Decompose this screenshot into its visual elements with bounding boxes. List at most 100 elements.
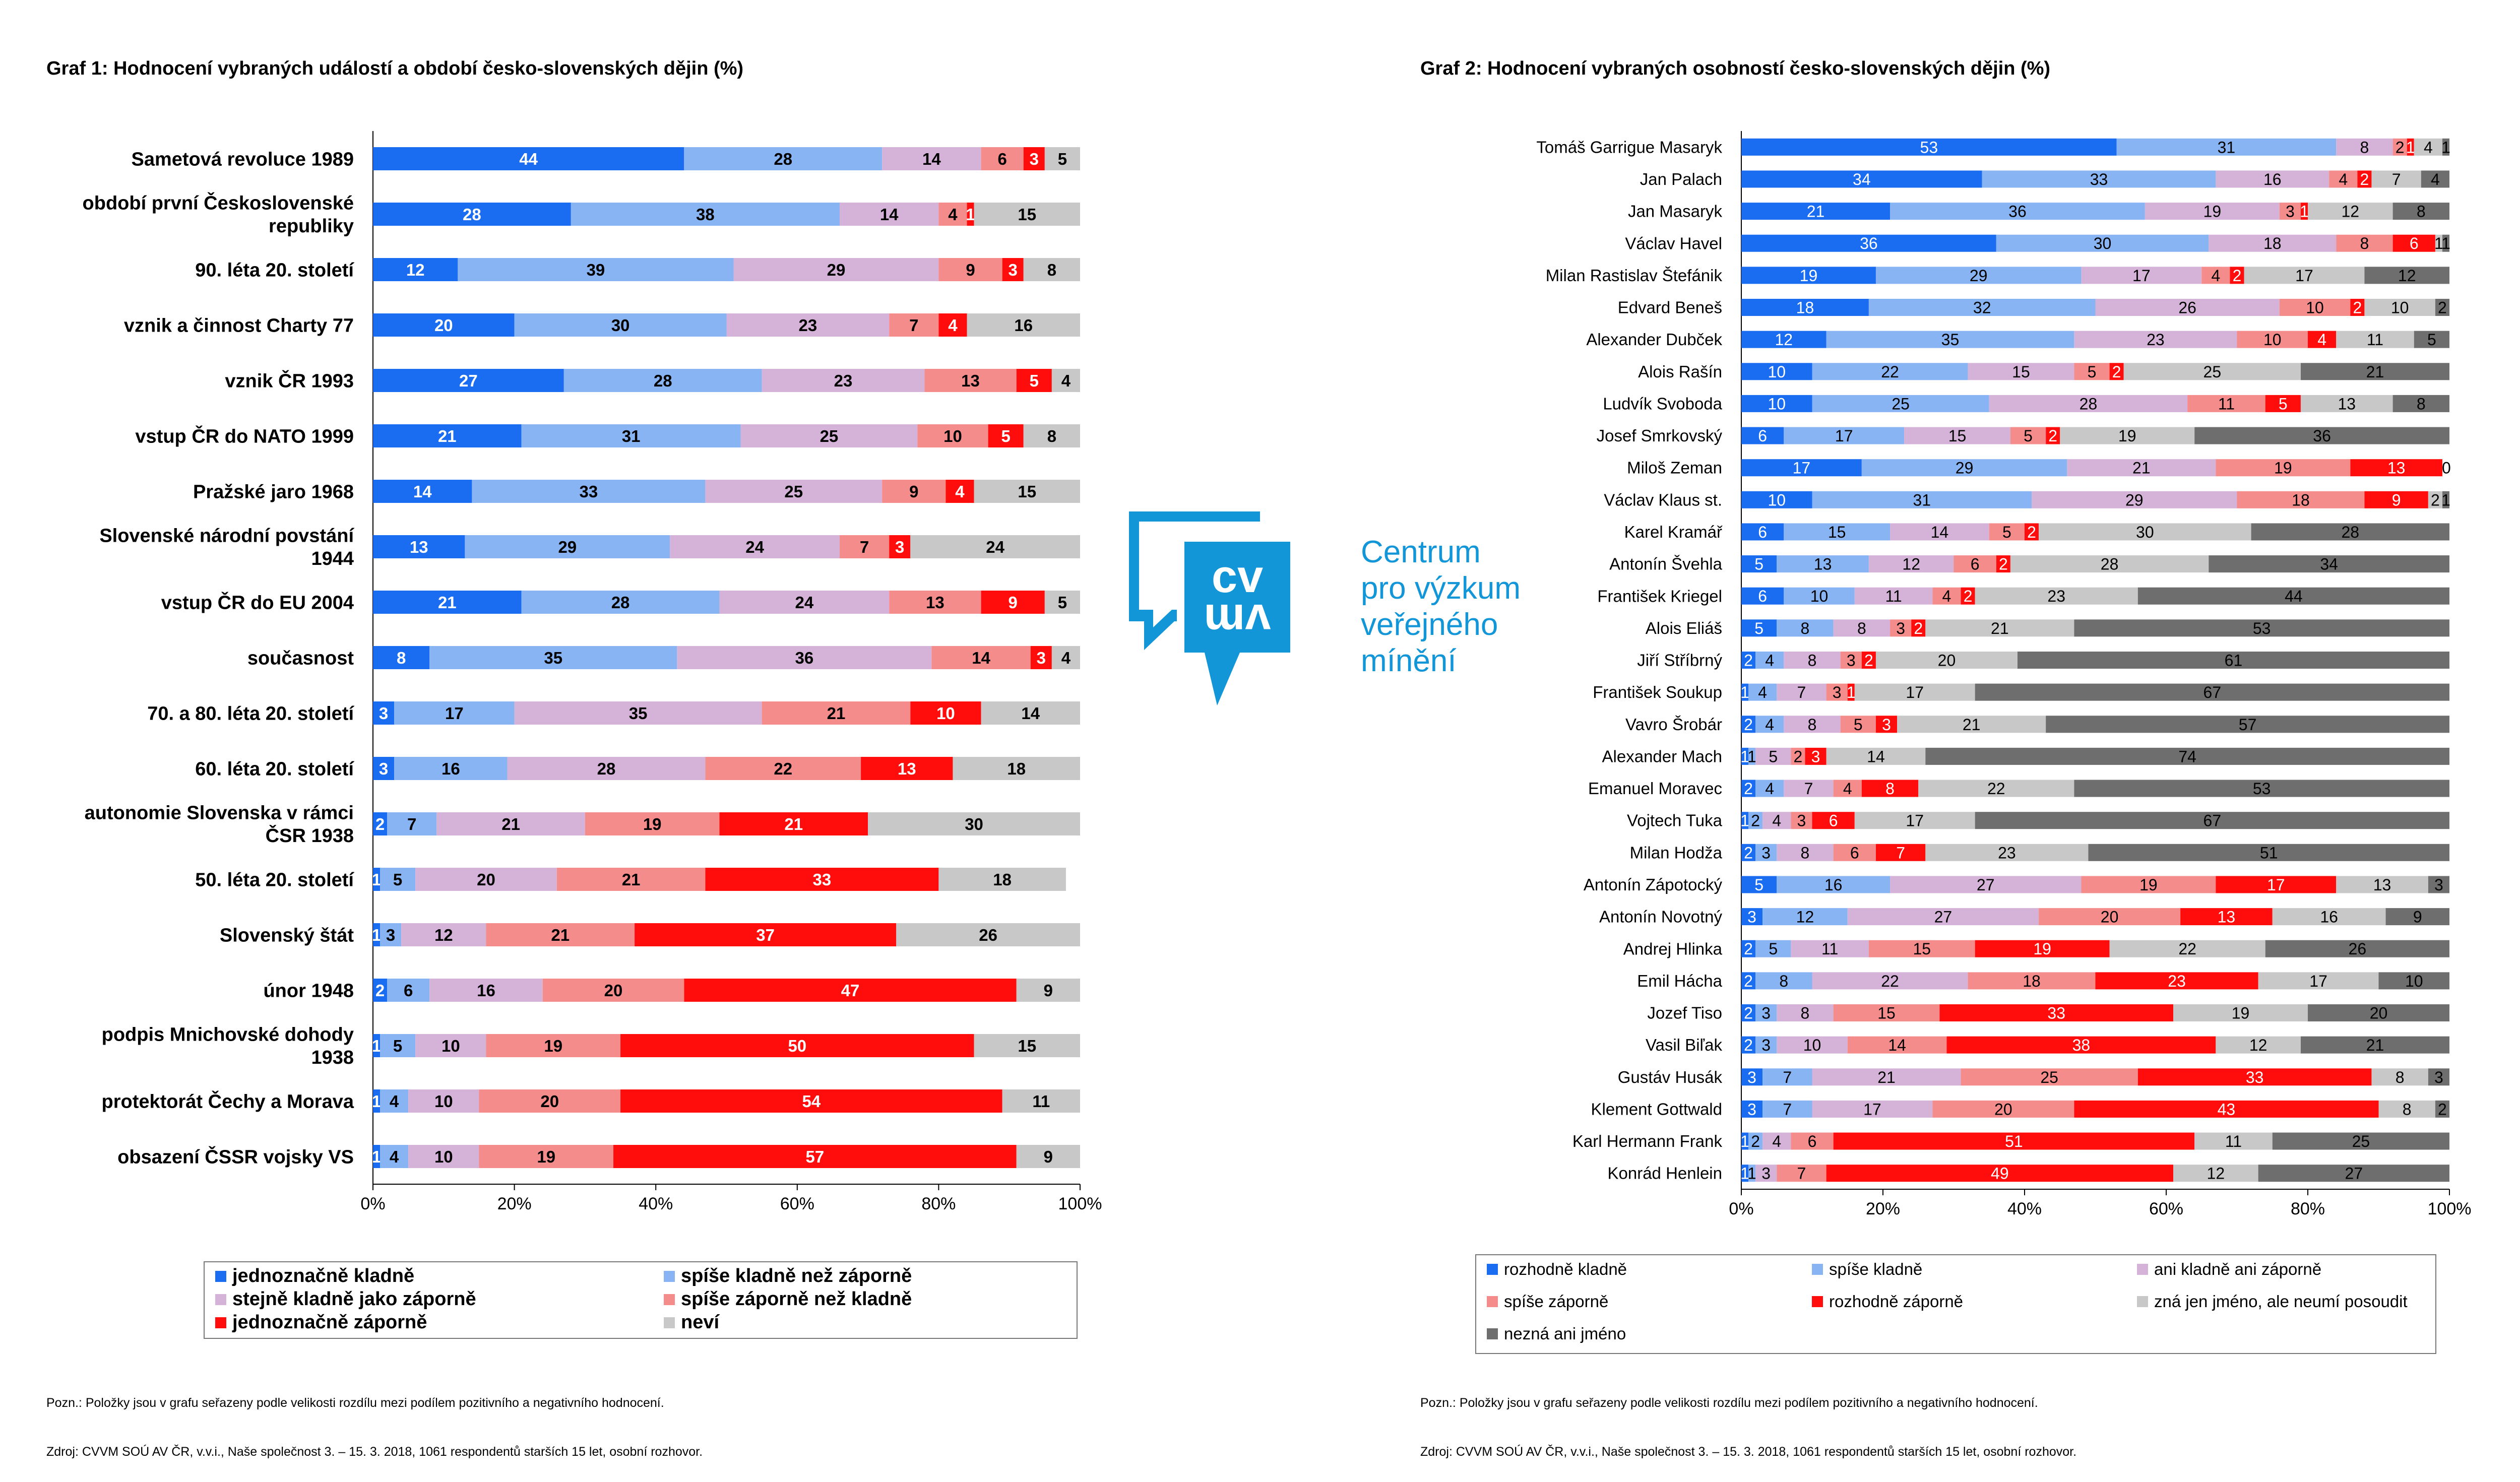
- bar-segment: [408, 1089, 479, 1113]
- data-label: 1: [2434, 234, 2443, 252]
- data-label: 7: [909, 316, 918, 335]
- bar-segment: [938, 203, 967, 226]
- data-label: 6: [1850, 844, 1859, 862]
- bar-segment: [1890, 876, 2082, 893]
- data-label: 2: [2438, 299, 2447, 317]
- category-label: Václav Klaus st.: [1604, 490, 1722, 509]
- data-label: 18: [1796, 299, 1814, 317]
- bar-segment: [1975, 587, 2138, 605]
- legend-swatch: [1487, 1264, 1498, 1275]
- data-label: 30: [2136, 523, 2154, 541]
- bar-segment: [556, 868, 706, 891]
- data-label: 19: [2203, 203, 2222, 221]
- data-label: 2: [1744, 844, 1753, 862]
- bar-segment: [1741, 395, 1812, 412]
- category-label: Gustáv Husák: [1618, 1068, 1723, 1086]
- data-label: 6: [997, 150, 1006, 168]
- data-label: 15: [2012, 363, 2030, 381]
- data-label: 39: [587, 261, 605, 279]
- category-label: Václav Havel: [1625, 234, 1722, 252]
- data-label: 12: [406, 261, 425, 279]
- category-label: vznik a činnost Charty 77: [124, 315, 354, 336]
- data-label: 21: [438, 593, 457, 612]
- data-label: 17: [1906, 683, 1924, 701]
- bar-segment: [2336, 234, 2393, 252]
- data-label: 51: [2005, 1132, 2023, 1150]
- bar-segment: [1030, 646, 1052, 669]
- bar-segment: [2216, 459, 2351, 477]
- bar-segment: [458, 258, 734, 281]
- data-label: 28: [774, 150, 792, 168]
- bar-segment: [1023, 147, 1045, 170]
- bar-segment: [436, 812, 585, 835]
- bar-segment: [1996, 234, 2209, 252]
- data-label: 21: [784, 815, 803, 833]
- legend-label: spíše záporně: [1504, 1292, 1608, 1311]
- bar-segment: [1861, 780, 1919, 797]
- legend-label: stejně kladně jako záporně: [232, 1288, 476, 1310]
- category-label: Alexander Mach: [1602, 747, 1722, 765]
- data-label: 15: [1877, 1004, 1896, 1022]
- bar-segment: [2258, 972, 2379, 990]
- bar-segment: [373, 480, 472, 503]
- category-label: Alois Rašín: [1638, 362, 1722, 381]
- category-label: 1938: [311, 1047, 354, 1068]
- data-label: 1: [2441, 491, 2450, 509]
- data-label: 67: [2203, 812, 2222, 830]
- data-label: 4: [2211, 267, 2220, 285]
- data-label: 9: [1009, 593, 1018, 612]
- bar-segment: [910, 535, 1080, 558]
- data-label: 3: [1009, 261, 1018, 279]
- data-label: 21: [1877, 1068, 1896, 1086]
- bar-segment: [889, 591, 981, 614]
- bar-segment: [1812, 491, 2032, 508]
- logo-line-4: mínění: [1361, 643, 1457, 678]
- bar-segment: [684, 147, 883, 170]
- bar-segment: [938, 258, 1002, 281]
- data-label: 1: [2300, 203, 2309, 221]
- data-label: 2: [2233, 267, 2242, 285]
- bar-segment: [1762, 812, 1791, 829]
- legend-swatch: [215, 1317, 226, 1328]
- bar-segment: [938, 868, 1066, 891]
- data-label: 1: [1740, 1132, 1749, 1150]
- data-label: 20: [2370, 1004, 2388, 1022]
- data-label: 21: [2366, 1036, 2384, 1054]
- bar-segment: [1016, 369, 1052, 392]
- legend-label: spíše kladně než záporně: [681, 1265, 912, 1286]
- data-label: 5: [1001, 427, 1011, 445]
- data-label: 15: [1913, 940, 1931, 958]
- data-label: 7: [1783, 1068, 1792, 1086]
- bar-segment: [839, 535, 890, 558]
- data-label: 17: [2309, 972, 2327, 990]
- logo-line-1: Centrum: [1361, 535, 1481, 569]
- data-label: 3: [1761, 1036, 1771, 1054]
- data-label: 0: [2442, 459, 2451, 477]
- data-label: 14: [1888, 1036, 1906, 1054]
- data-label: 5: [1769, 940, 1778, 958]
- bar-segment: [1890, 523, 1989, 541]
- bar-segment: [2435, 1100, 2449, 1118]
- bar-segment: [953, 757, 1080, 780]
- legend-swatch: [664, 1317, 675, 1328]
- data-label: 4: [2339, 170, 2348, 188]
- category-label: autonomie Slovenska v rámci: [85, 803, 354, 824]
- bar-segment: [1741, 812, 1749, 829]
- bar-segment: [2237, 331, 2308, 348]
- bar-segment: [2251, 523, 2449, 541]
- bar-segment: [1741, 138, 2117, 156]
- data-label: 3: [379, 759, 388, 778]
- data-label: 8: [397, 649, 406, 667]
- bar-segment: [1996, 555, 2010, 573]
- bar-segment: [2308, 331, 2337, 348]
- bar-segment: [2116, 138, 2337, 156]
- data-label: 12: [2249, 1036, 2267, 1054]
- bar-segment: [1002, 1089, 1080, 1113]
- bar-segment: [373, 369, 564, 392]
- data-label: 29: [1970, 267, 1988, 285]
- bar-segment: [2371, 1068, 2428, 1086]
- bar-segment: [1755, 1004, 1777, 1021]
- data-label: 4: [1772, 812, 1781, 830]
- bar-segment: [1023, 424, 1080, 447]
- data-label: 11: [2218, 395, 2235, 413]
